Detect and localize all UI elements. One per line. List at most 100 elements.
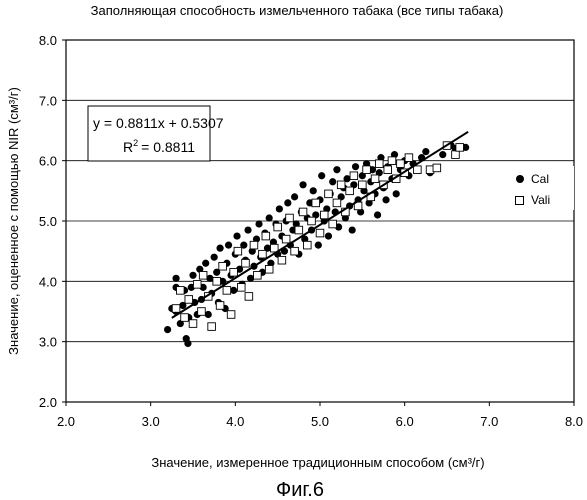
- x-tick-label: 7.0: [480, 414, 498, 429]
- data-point-vali: [353, 201, 363, 211]
- data-point-vali: [362, 165, 371, 174]
- regression-line-layer: [171, 130, 469, 319]
- data-point-vali: [192, 280, 202, 289]
- data-point-vali: [332, 198, 342, 208]
- data-point-vali: [270, 243, 279, 253]
- r-squared-value: = 0.8811: [141, 139, 195, 155]
- data-point-cal: [255, 220, 263, 228]
- data-point-vali: [281, 234, 291, 244]
- data-point-cal: [204, 310, 212, 319]
- data-point-vali: [336, 180, 346, 190]
- data-point-vali: [258, 249, 267, 259]
- data-point-cal: [299, 181, 307, 189]
- data-point-vali: [176, 286, 185, 295]
- data-point-cal: [275, 205, 283, 213]
- data-point-cal: [206, 274, 214, 282]
- data-point-vali: [188, 319, 198, 328]
- data-point-cal: [230, 286, 238, 294]
- r-squared-exponent: 2: [133, 138, 138, 148]
- legend-label-cal: Cal: [531, 172, 549, 186]
- data-point-vali: [294, 225, 304, 235]
- data-point-cal: [284, 199, 292, 207]
- data-point-vali: [171, 304, 181, 313]
- data-point-vali: [375, 159, 384, 168]
- r-squared-label: R2 = 0.8811: [123, 138, 195, 155]
- data-point-cal: [382, 196, 390, 204]
- data-point-vali: [315, 228, 325, 238]
- data-point-cal: [172, 274, 180, 282]
- data-point-vali: [229, 268, 238, 277]
- data-point-vali: [307, 216, 316, 226]
- data-point-cal: [184, 339, 192, 348]
- data-point-vali: [237, 283, 246, 292]
- legend-marker-cal: [516, 175, 524, 183]
- data-point-cal: [210, 253, 218, 261]
- y-tick-label: 4.0: [39, 274, 57, 289]
- data-point-vali: [212, 277, 221, 286]
- data-point-vali: [218, 262, 227, 271]
- data-point-cal: [422, 148, 430, 156]
- data-point-cal: [291, 193, 299, 201]
- chart-title: Заполняющая способность измельченного та…: [91, 3, 504, 18]
- data-point-cal: [314, 241, 322, 249]
- y-tick-label: 8.0: [39, 33, 57, 48]
- data-point-vali: [413, 165, 422, 174]
- regression-line: [171, 130, 469, 319]
- data-point-cal: [392, 190, 400, 198]
- data-point-vali: [451, 150, 460, 159]
- y-tick-label: 6.0: [39, 154, 57, 169]
- data-point-vali: [215, 301, 225, 310]
- data-point-vali: [387, 156, 397, 165]
- data-point-cal: [244, 226, 252, 234]
- data-point-vali: [244, 292, 254, 301]
- data-point-cal: [348, 226, 356, 234]
- data-point-vali: [241, 258, 250, 268]
- data-point-vali: [328, 219, 337, 229]
- data-point-vali: [298, 207, 308, 217]
- axis-ticks: 2.0 3.0 4.0 5.0 6.0 7.0 8.0 2.0 3.0 4.0 5.0 6.0 7.0 8…: [39, 33, 583, 429]
- y-tick-label: 5.0: [39, 214, 57, 229]
- data-point-vali: [184, 295, 194, 304]
- data-point-cal: [164, 326, 172, 334]
- equation-box: y = 0.8811x + 0.5307 R2 = 0.8811: [87, 105, 224, 162]
- data-points: [164, 141, 470, 348]
- legend-label-vali: Vali: [531, 193, 550, 207]
- data-point-cal: [265, 214, 273, 222]
- data-point-cal: [439, 151, 447, 159]
- regression-equation: y = 0.8811x + 0.5307: [93, 115, 224, 131]
- x-tick-label: 2.0: [57, 414, 75, 429]
- x-tick-label: 4.0: [226, 414, 244, 429]
- x-tick-label: 5.0: [311, 414, 329, 429]
- data-point-vali: [319, 210, 329, 220]
- r-squared-symbol: R: [123, 139, 133, 155]
- data-point-cal: [233, 232, 241, 240]
- data-point-vali: [285, 213, 294, 223]
- data-point-cal: [333, 166, 341, 174]
- data-point-vali: [264, 265, 274, 274]
- data-point-vali: [290, 246, 299, 256]
- data-point-vali: [396, 159, 405, 168]
- legend: Cal Vali: [510, 166, 574, 210]
- y-tick-label: 3.0: [39, 335, 57, 350]
- data-point-cal: [216, 244, 224, 252]
- equation-box-frame: [87, 105, 211, 162]
- x-axis-label: Значение, измеренное традиционным способ…: [151, 455, 484, 470]
- data-point-cal: [189, 271, 197, 279]
- x-tick-label: 3.0: [142, 414, 160, 429]
- data-point-vali: [455, 143, 464, 152]
- data-point-vali: [261, 231, 271, 241]
- data-point-cal: [373, 211, 382, 219]
- legend-marker-vali: [515, 196, 524, 205]
- y-axis-label: Значение, оцененное с помощью NIR (см³/г…: [6, 87, 21, 355]
- data-point-vali: [207, 322, 216, 331]
- data-point-cal: [329, 178, 337, 186]
- data-point-vali: [249, 240, 259, 250]
- data-point-vali: [303, 240, 312, 250]
- data-point-cal: [224, 241, 233, 249]
- data-point-vali: [277, 255, 287, 265]
- data-point-vali: [349, 171, 359, 180]
- data-point-vali: [324, 189, 333, 199]
- y-tick-label: 2.0: [39, 395, 57, 410]
- data-point-vali: [358, 180, 367, 190]
